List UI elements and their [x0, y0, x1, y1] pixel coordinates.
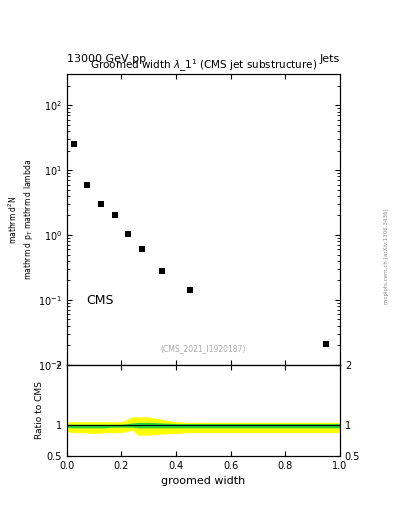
Title: Groomed width $\lambda$_1$^1$ (CMS jet substructure): Groomed width $\lambda$_1$^1$ (CMS jet s… — [90, 58, 317, 74]
X-axis label: groomed width: groomed width — [161, 476, 246, 486]
Text: Jets: Jets — [320, 54, 340, 64]
Text: 13000 GeV pp: 13000 GeV pp — [67, 54, 146, 64]
Y-axis label: mathrm d N / mathrm d p$_T$ mathrm d lambda
                           1
mathrm : mathrm d N / mathrm d p$_T$ mathrm d lam… — [0, 132, 35, 307]
Y-axis label: Ratio to CMS: Ratio to CMS — [35, 381, 44, 439]
Text: (CMS_2021_I1920187): (CMS_2021_I1920187) — [161, 344, 246, 353]
Text: CMS: CMS — [86, 294, 114, 307]
Text: mcplots.cern.ch [arXiv:1306.3436]: mcplots.cern.ch [arXiv:1306.3436] — [384, 208, 389, 304]
